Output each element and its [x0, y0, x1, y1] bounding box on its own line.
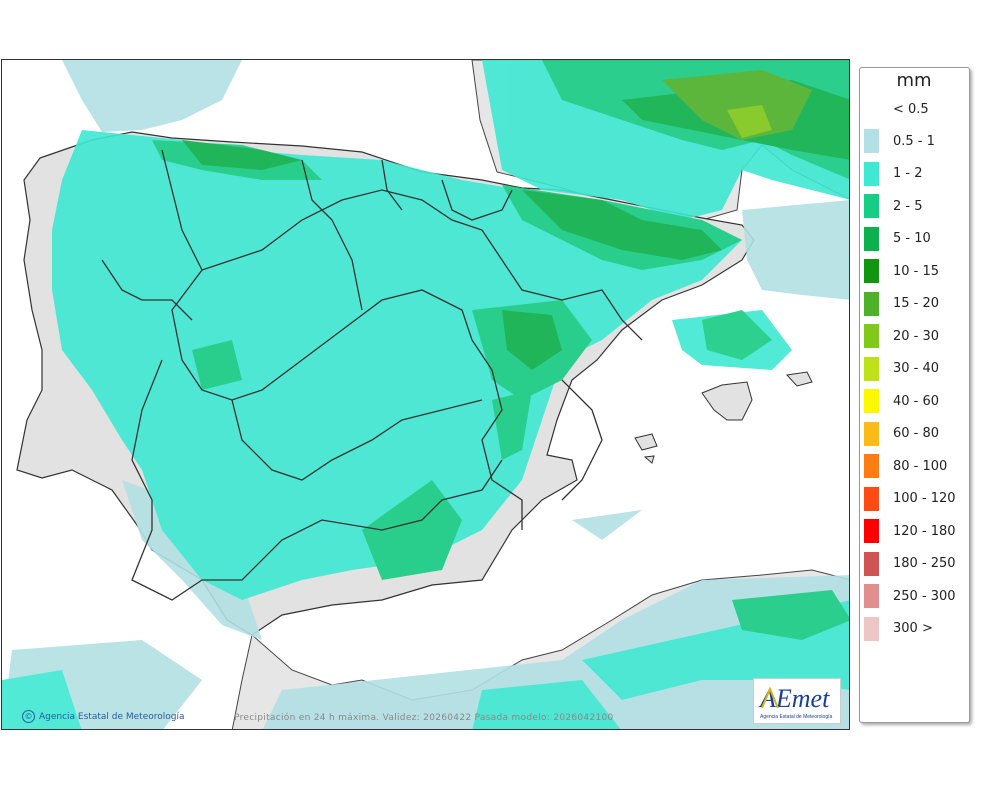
- legend-swatch: [864, 194, 879, 218]
- legend-swatch: [864, 291, 879, 316]
- agency-credit-text: Agencia Estatal de Meteorología: [39, 711, 185, 722]
- legend-label: 80 - 100: [893, 458, 948, 474]
- map-caption: Precipitación en 24 h máxima. Validez: 2…: [234, 713, 614, 723]
- legend-swatch: [864, 519, 879, 543]
- precip-area-5-10: [182, 140, 302, 170]
- precip-layer: [2, 60, 849, 729]
- precip-area-1-2: [472, 680, 621, 729]
- svg-text:AEmet: AEmet: [758, 684, 830, 713]
- legend-label: 20 - 30: [893, 328, 940, 344]
- ibiza: [634, 433, 658, 451]
- precip-area-0.5-1: [572, 510, 642, 540]
- legend-row: 100 - 120: [864, 486, 956, 511]
- legend-label: < 0.5: [893, 101, 929, 117]
- precip-area-1-2: [2, 670, 82, 729]
- precip-area-0.5-1: [262, 575, 849, 729]
- map-canvas: [2, 60, 849, 729]
- legend-swatch: [864, 389, 879, 413]
- precip-area-20-30: [727, 105, 772, 138]
- legend-row: 40 - 60: [864, 389, 939, 413]
- legend-swatch: [864, 324, 879, 348]
- legend-row: 300 >: [864, 616, 933, 641]
- legend-label: 10 - 15: [893, 263, 940, 279]
- legend-swatch: [864, 97, 879, 121]
- legend-row: 15 - 20: [864, 291, 940, 316]
- precip-area-2-5: [732, 590, 849, 640]
- legend-swatch: [864, 584, 879, 608]
- legend-label: 300 >: [893, 621, 933, 636]
- legend-label: 180 - 250: [893, 556, 956, 571]
- legend-swatch: [864, 454, 879, 478]
- admin-borders: [101, 149, 643, 601]
- legend-row: 30 - 40: [864, 356, 940, 381]
- legend-row: 5 - 10: [864, 226, 931, 251]
- legend-row-below-min: < 0.5: [864, 97, 929, 121]
- legend-swatch: [864, 356, 879, 381]
- legend-row: 0.5 - 1: [864, 129, 935, 153]
- legend-swatch: [864, 616, 879, 641]
- legend-row: 10 - 15: [864, 259, 939, 283]
- legend-label: 120 - 180: [893, 523, 956, 539]
- legend-label: 100 - 120: [893, 491, 956, 506]
- precip-area-0.5-1: [62, 60, 242, 132]
- legend-swatch: [864, 486, 879, 511]
- legend-label: 1 - 2: [893, 166, 923, 181]
- legend-unit: mm: [896, 70, 932, 91]
- agency-credit: © Agencia Estatal de Meteorología: [22, 710, 185, 723]
- legend-swatch: [864, 161, 879, 186]
- legend-label: 2 - 5: [893, 198, 923, 214]
- precip-area-5-10: [522, 190, 722, 260]
- menorca: [786, 371, 813, 387]
- legend-swatch: [864, 551, 879, 576]
- legend-row: 2 - 5: [864, 194, 923, 218]
- formentera: [643, 455, 655, 464]
- legend-swatch: [864, 259, 879, 283]
- legend-swatch: [864, 226, 879, 251]
- legend-row: 120 - 180: [864, 519, 956, 543]
- legend-swatch: [864, 129, 879, 153]
- precip-area-2-5: [702, 310, 772, 360]
- precipitation-map: © Agencia Estatal de Meteorología Precip…: [1, 59, 850, 730]
- precip-area-5-10: [502, 310, 562, 370]
- precip-area-2-5: [192, 340, 242, 390]
- legend-label: 30 - 40: [893, 361, 940, 376]
- legend-label: 0.5 - 1: [893, 133, 935, 149]
- legend-row: 80 - 100: [864, 454, 947, 478]
- legend-label: 60 - 80: [893, 426, 940, 441]
- legend-swatch: [864, 421, 879, 446]
- aemet-logo: AEmet Agencia Estatal de Meteorología: [753, 678, 841, 724]
- precip-area-1-2: [52, 130, 742, 600]
- precip-area-0.5-1: [742, 200, 849, 300]
- legend-row: 60 - 80: [864, 421, 940, 446]
- logo-subtext: Agencia Estatal de Meteorología: [760, 714, 832, 720]
- legend-row: 180 - 250: [864, 551, 956, 576]
- legend-row: 20 - 30: [864, 324, 939, 348]
- legend-label: 15 - 20: [893, 296, 940, 311]
- legend-row: 250 - 300: [864, 584, 956, 608]
- copyright-icon: ©: [22, 710, 35, 723]
- mallorca: [701, 381, 753, 421]
- legend-row: 1 - 2: [864, 161, 923, 186]
- legend-label: 250 - 300: [893, 588, 956, 604]
- legend-label: 5 - 10: [893, 231, 931, 246]
- legend: mm < 0.5 0.5 - 1 1 - 2 2 - 5 5 - 10 10 - 15 1…: [859, 67, 970, 723]
- legend-label: 40 - 60: [893, 393, 940, 409]
- precip-area-15-20: [662, 70, 812, 140]
